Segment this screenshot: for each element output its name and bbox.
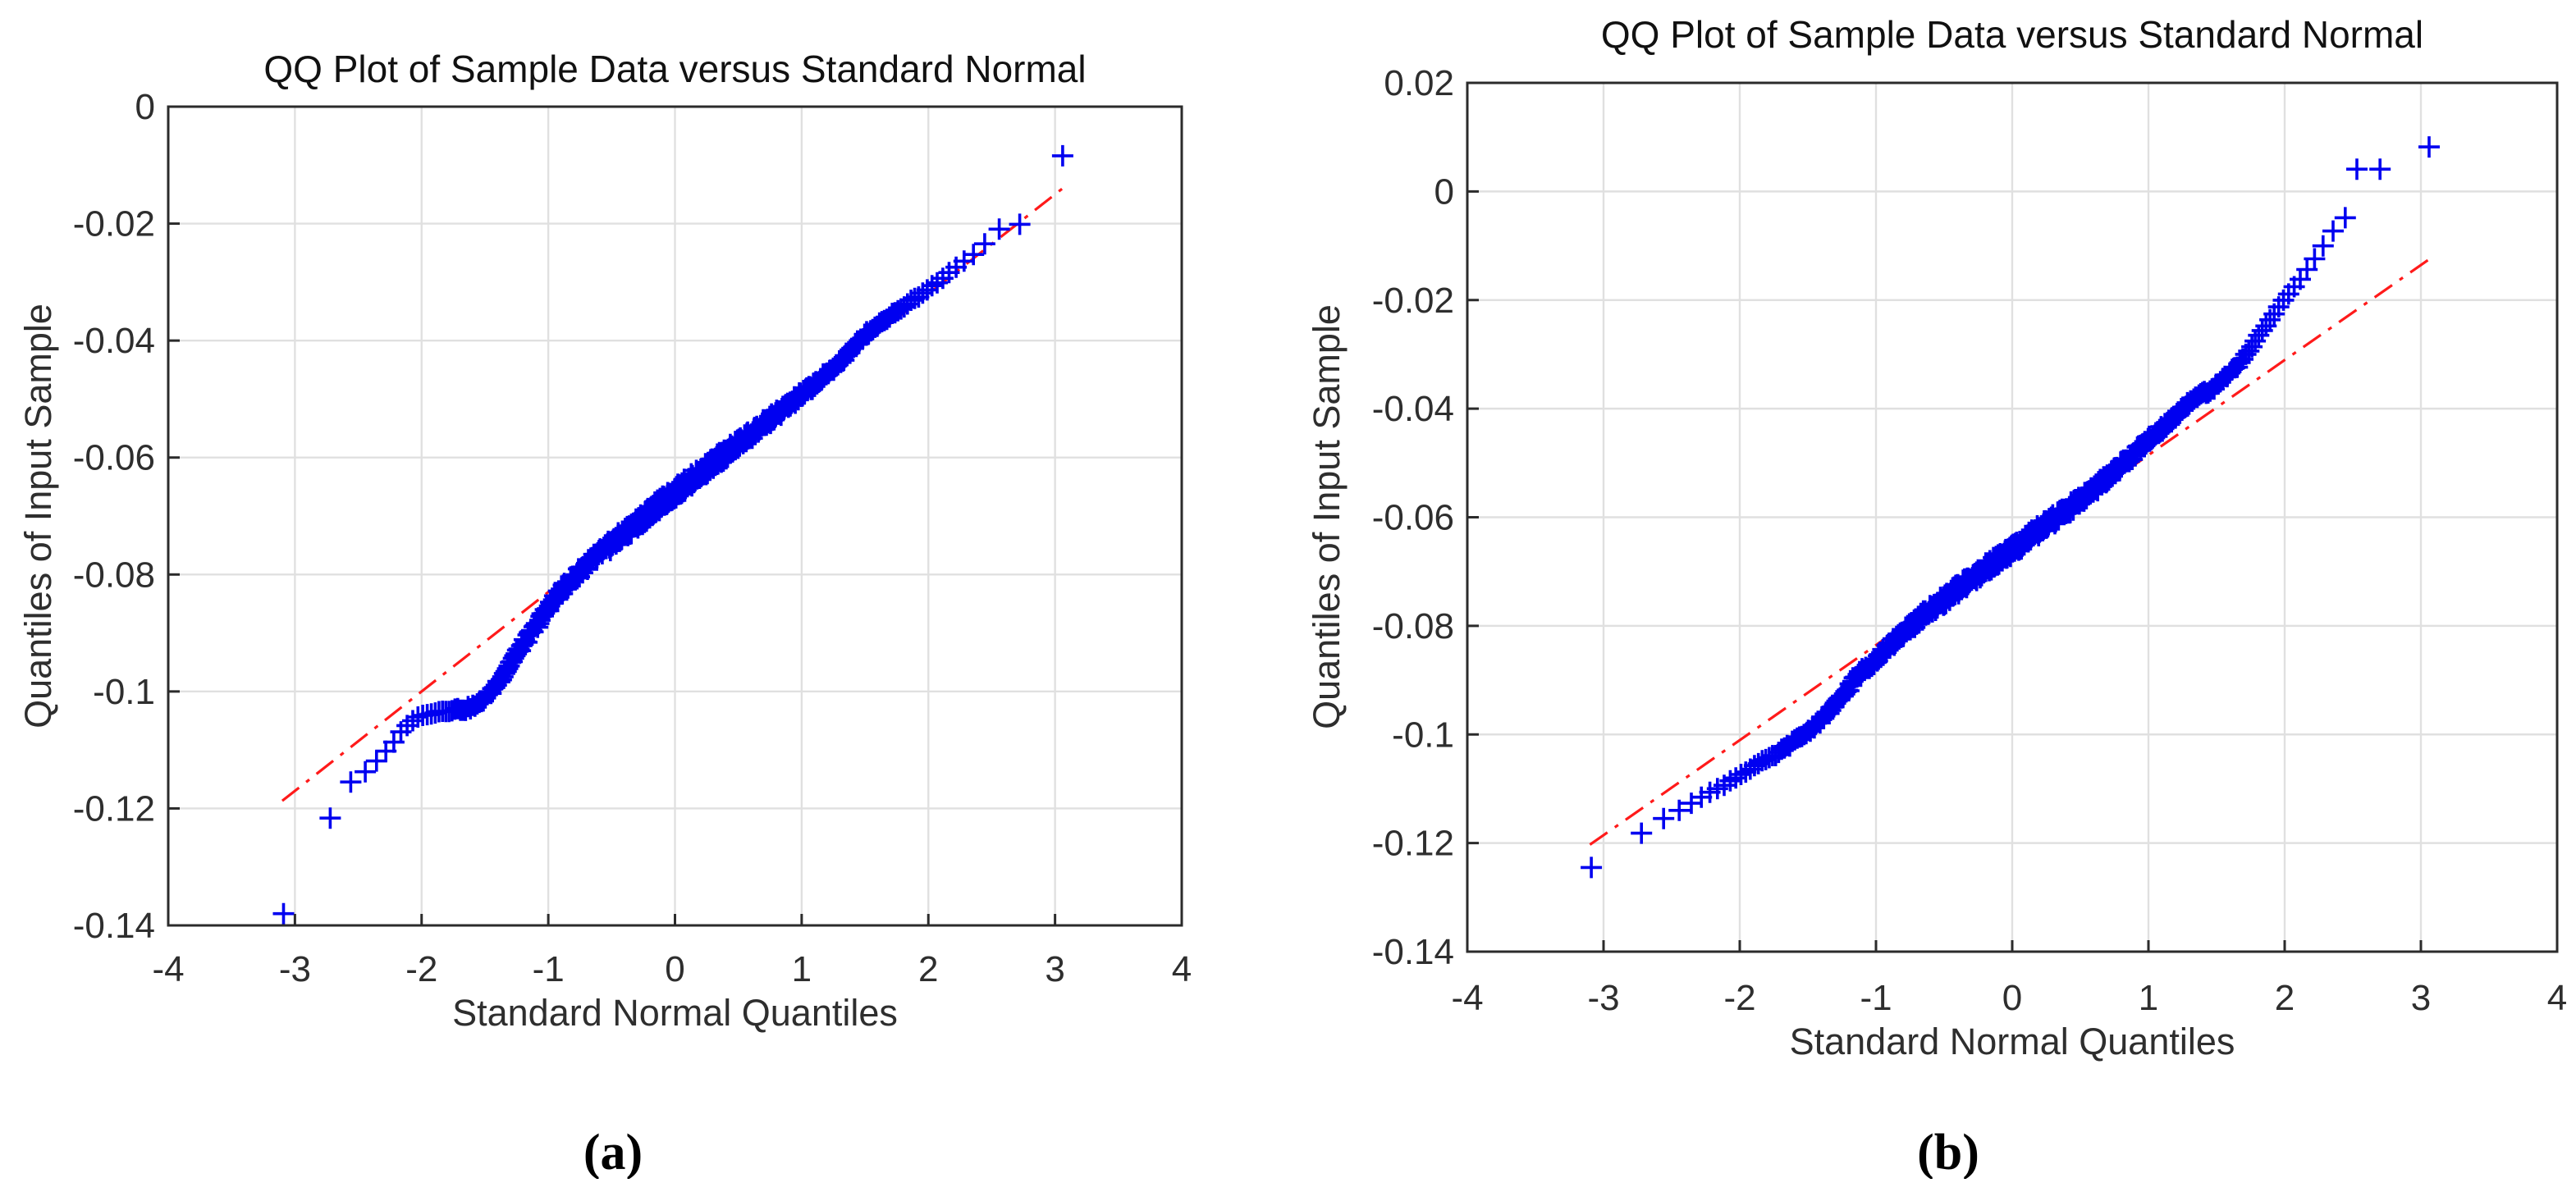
panel-label-b: (b) <box>1917 1125 1979 1179</box>
y-tick-label: -0.1 <box>1392 715 1454 755</box>
x-tick-label: -3 <box>1587 978 1619 1018</box>
x-tick-label: -2 <box>405 949 437 989</box>
x-tick-label: 0 <box>665 949 684 989</box>
x-tick-label: 3 <box>2411 978 2431 1018</box>
plot-a-title: QQ Plot of Sample Data versus Standard N… <box>263 48 1086 90</box>
y-tick-label: 0 <box>135 87 155 127</box>
x-tick-label: 2 <box>918 949 938 989</box>
y-tick-label: -0.04 <box>1372 389 1454 429</box>
x-tick-label: 3 <box>1045 949 1064 989</box>
y-tick-label: -0.12 <box>73 788 155 829</box>
y-tick-label: 0.02 <box>1384 63 1454 103</box>
y-tick-label: -0.02 <box>73 204 155 244</box>
x-tick-label: -1 <box>1860 978 1892 1018</box>
y-tick-label: -0.06 <box>1372 498 1454 538</box>
y-tick-label: -0.06 <box>73 438 155 478</box>
qq-plot-a: -4 -3 -2 -1 0 1 2 3 4 0 -0.02 -0.04 -0.06 -0.08 -0.1 -0… <box>73 87 1192 989</box>
y-tick-label: -0.12 <box>1372 824 1454 864</box>
plot-b-xlabel: Standard Normal Quantiles <box>1790 1021 2235 1062</box>
data-point-markers <box>272 144 1073 925</box>
x-tick-label: 1 <box>2139 978 2158 1018</box>
x-tick-label: 2 <box>2275 978 2295 1018</box>
y-tick-label: -0.14 <box>1372 932 1454 972</box>
plot-b-title: QQ Plot of Sample Data versus Standard N… <box>1601 13 2423 56</box>
tick-layer: -4 -3 -2 -1 0 1 2 3 4 0 -0.02 -0.04 -0.06 -0.08 -0.1 -0… <box>73 87 1192 989</box>
x-tick-label: -2 <box>1723 978 1755 1018</box>
x-tick-label: 4 <box>1172 949 1192 989</box>
data-point-markers <box>1581 136 2440 879</box>
x-tick-label: 1 <box>792 949 812 989</box>
y-tick-label: -0.02 <box>1372 281 1454 321</box>
y-tick-label: -0.1 <box>93 672 155 712</box>
x-tick-label: 0 <box>2002 978 2022 1018</box>
x-tick-label: 4 <box>2547 978 2567 1018</box>
x-tick-label: -4 <box>152 949 184 989</box>
panel-label-a: (a) <box>583 1125 643 1179</box>
qq-plot-b: -4 -3 -2 -1 0 1 2 3 4 0.02 0 -0.02 -0.04 -0.06 -0.08 -0… <box>1372 63 2568 1018</box>
plot-a-xlabel: Standard Normal Quantiles <box>452 992 898 1034</box>
x-tick-label: -3 <box>279 949 311 989</box>
grid-layer <box>1466 81 2559 953</box>
plot-b-ylabel: Quantiles of Input Sample <box>1306 304 1347 729</box>
tick-layer: -4 -3 -2 -1 0 1 2 3 4 0.02 0 -0.02 -0.04 -0.06 -0.08 -0… <box>1372 63 2568 1018</box>
y-tick-label: 0 <box>1434 171 1454 212</box>
reference-line <box>1589 254 2436 846</box>
y-tick-label: -0.08 <box>73 555 155 595</box>
y-tick-label: -0.08 <box>1372 606 1454 646</box>
y-tick-label: -0.04 <box>73 321 155 361</box>
x-tick-label: -1 <box>533 949 565 989</box>
grid-layer <box>167 105 1183 927</box>
y-tick-label: -0.14 <box>73 906 155 946</box>
x-tick-label: -4 <box>1451 978 1483 1018</box>
plot-panels: -4 -3 -2 -1 0 1 2 3 4 0 -0.02 -0.04 -0.06 -0.08 -0.1 -0… <box>73 63 2568 1018</box>
plot-a-ylabel: Quantiles of Input Sample <box>17 304 59 729</box>
